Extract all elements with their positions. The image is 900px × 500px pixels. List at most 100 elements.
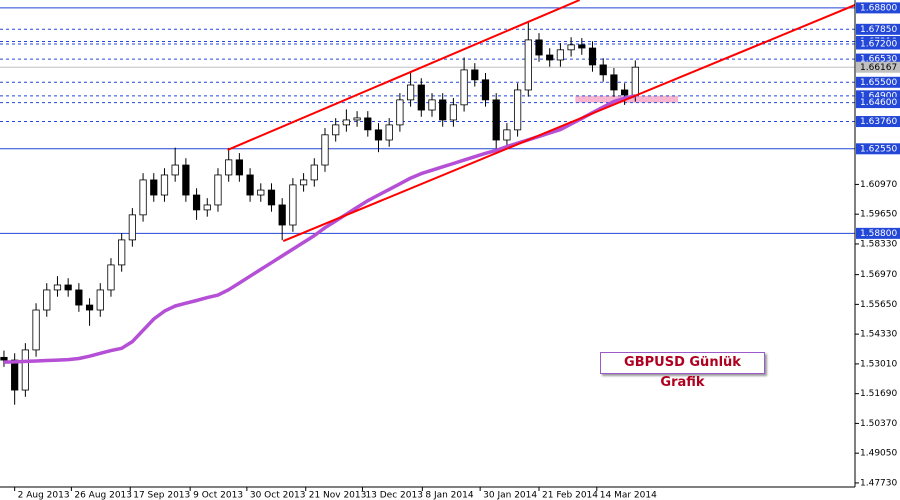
candle-body xyxy=(64,284,72,291)
level-label: 1.65500 xyxy=(860,78,897,88)
level-label: 1.67850 xyxy=(860,25,897,35)
candle-body xyxy=(631,66,639,96)
candle-body xyxy=(171,164,179,176)
candle-body xyxy=(85,304,94,311)
candle-body xyxy=(11,359,19,391)
y-tick-label: 1.47730 xyxy=(860,478,897,488)
candle-body xyxy=(546,54,554,61)
x-tick-label: 21 Feb 2014 xyxy=(542,491,598,500)
candle-body xyxy=(53,284,62,291)
level-label-box xyxy=(856,97,900,109)
candle-body xyxy=(0,356,8,361)
candle-body xyxy=(588,47,597,66)
candle-body xyxy=(235,159,243,176)
candle-body xyxy=(214,174,222,206)
level-label: 1.64600 xyxy=(860,98,897,108)
candle-body xyxy=(481,79,490,101)
x-tick-label: 30 Oct 2013 xyxy=(250,491,306,500)
candle-body xyxy=(492,99,500,141)
level-label: 1.58800 xyxy=(860,229,897,239)
level-label-box xyxy=(856,227,900,239)
candle-body xyxy=(139,179,147,216)
candle-body xyxy=(503,129,511,141)
x-tick-label: 9 Oct 2013 xyxy=(193,491,243,500)
current-price-label: 1.66167 xyxy=(860,63,897,73)
x-tick-label: 26 Aug 2013 xyxy=(74,491,132,500)
candle-body xyxy=(321,134,329,166)
candle-body xyxy=(353,117,361,121)
candle-body xyxy=(417,84,425,111)
level-label-box xyxy=(856,38,900,50)
candle-body xyxy=(396,99,404,126)
y-tick-label: 1.51690 xyxy=(860,389,897,399)
plot-area xyxy=(0,0,855,405)
candle-body xyxy=(96,289,104,311)
candle-body xyxy=(225,159,233,176)
y-tick-label: 1.58330 xyxy=(860,239,897,249)
level-label-box xyxy=(856,143,900,155)
candle-body xyxy=(385,124,393,141)
candle-body xyxy=(513,89,522,131)
trendline xyxy=(227,0,581,151)
candle-body xyxy=(299,179,308,186)
level-label: 1.66530 xyxy=(860,55,897,65)
candle-body xyxy=(278,204,286,226)
level-label-box xyxy=(856,23,900,35)
x-tick-label: 8 Jan 2014 xyxy=(425,491,473,500)
level-label-box xyxy=(856,116,900,128)
candle-body xyxy=(43,289,51,311)
candle-body xyxy=(556,49,565,61)
candle-body xyxy=(342,119,350,126)
y-tick-label: 1.54330 xyxy=(860,330,897,340)
candle-body xyxy=(118,239,126,266)
chart-title: GBPUSD Günlük Grafik xyxy=(600,352,765,390)
level-label-box xyxy=(856,53,900,65)
level-label: 1.62550 xyxy=(860,144,897,154)
candle-body xyxy=(374,129,383,141)
y-tick-label: 1.59650 xyxy=(860,210,897,220)
candle-body xyxy=(267,189,276,206)
x-tick-label: 17 Sep 2013 xyxy=(133,491,190,500)
current-price-box xyxy=(856,61,900,73)
candle-body xyxy=(107,264,115,291)
candle-body xyxy=(203,204,211,211)
candle-body xyxy=(192,194,201,211)
candle-body xyxy=(406,84,415,101)
level-label: 1.68800 xyxy=(860,3,897,13)
y-tick-label: 1.53010 xyxy=(860,359,897,369)
candle-body xyxy=(332,124,340,136)
trendline xyxy=(282,3,855,242)
y-tick-label: 1.50370 xyxy=(860,419,897,429)
candle-body xyxy=(428,99,436,111)
level-label-box xyxy=(856,76,900,88)
level-label: 1.63760 xyxy=(860,117,897,127)
x-tick-label: 21 Nov 2013 xyxy=(309,491,367,500)
candle-body xyxy=(620,89,629,96)
level-label-box xyxy=(856,90,900,102)
candle-body xyxy=(567,44,575,51)
y-tick-label: 1.56970 xyxy=(860,270,897,280)
candle-body xyxy=(246,174,254,196)
candle-body xyxy=(75,289,83,306)
candle-body xyxy=(21,349,29,391)
candle-body xyxy=(449,104,458,121)
x-tick-label: 2 Aug 2013 xyxy=(18,491,70,500)
candle-body xyxy=(310,164,318,181)
candle-body xyxy=(471,69,479,81)
x-tick-label: 13 Dec 2013 xyxy=(365,491,423,500)
level-label-box xyxy=(856,2,900,14)
level-label: 1.67200 xyxy=(860,39,897,49)
candle-body xyxy=(257,189,265,196)
candle-body xyxy=(150,179,158,196)
x-tick-label: 14 Mar 2014 xyxy=(600,491,657,500)
candle-body xyxy=(535,39,543,56)
x-tick-label: 30 Jan 2014 xyxy=(483,491,537,500)
level-label: 1.64900 xyxy=(860,91,897,101)
candle-body xyxy=(32,309,40,351)
candle-body xyxy=(364,117,372,131)
